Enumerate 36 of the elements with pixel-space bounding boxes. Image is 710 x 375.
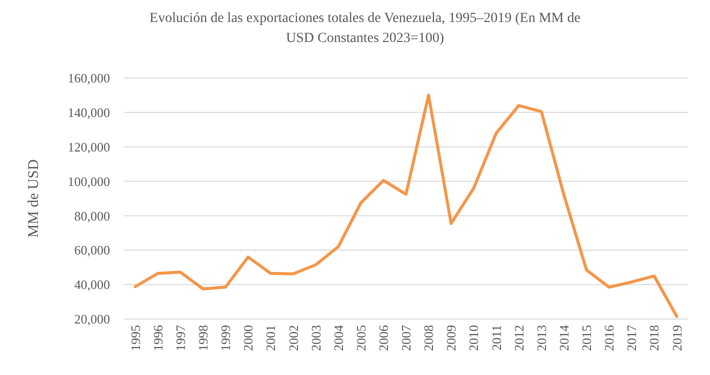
x-tick-label: 2013 [534, 325, 549, 351]
x-tick-label: 2017 [624, 324, 640, 351]
x-tick-label: 1998 [196, 325, 211, 351]
x-tick-label: 2003 [308, 325, 324, 351]
y-tick-label: 100,000 [68, 174, 110, 189]
x-tick-label: 2006 [376, 324, 391, 351]
y-axis-title: MM de USD [26, 159, 42, 238]
y-tick-label: 120,000 [68, 139, 110, 154]
x-tick-label: 2018 [646, 325, 662, 351]
x-tick-label: 1995 [128, 325, 143, 351]
y-tick-label: 80,000 [74, 208, 110, 224]
chart-title: Evolución de las exportaciones totales de Venezuela, 1995–2019 (En MM de USD Constantes 2023=100) [150, 11, 580, 46]
x-tick-label: 2000 [240, 325, 256, 351]
y-tick-label: 20,000 [74, 312, 110, 327]
x-tick-label: 1997 [172, 324, 188, 351]
x-tick-label: 2010 [466, 325, 482, 351]
x-tick-label: 2001 [263, 325, 278, 351]
x-tick-label: 1996 [150, 324, 166, 351]
y-tick-label: 40,000 [74, 277, 110, 292]
y-tick-label: 60,000 [74, 242, 110, 258]
y-tick-label: 140,000 [68, 104, 110, 120]
x-tick-label: 2014 [556, 324, 572, 351]
x-tick-label: 2005 [353, 325, 368, 351]
x-tick-label: 2016 [602, 324, 617, 351]
line-series [134, 94, 678, 318]
x-tick-label: 2012 [511, 325, 526, 351]
y-tick-label: 160,000 [68, 70, 110, 86]
x-tick-label: 2007 [398, 324, 414, 351]
x-tick-label: 2008 [421, 325, 436, 351]
x-tick-label: 2004 [330, 324, 346, 351]
x-tick-label: 2015 [579, 325, 594, 351]
x-tick-label: 2011 [488, 325, 504, 351]
x-tick-label: 1999 [218, 325, 234, 351]
x-tick-label: 2019 [669, 325, 684, 351]
x-tick-label: 2002 [286, 325, 301, 351]
x-tick-label: 2009 [444, 325, 459, 351]
